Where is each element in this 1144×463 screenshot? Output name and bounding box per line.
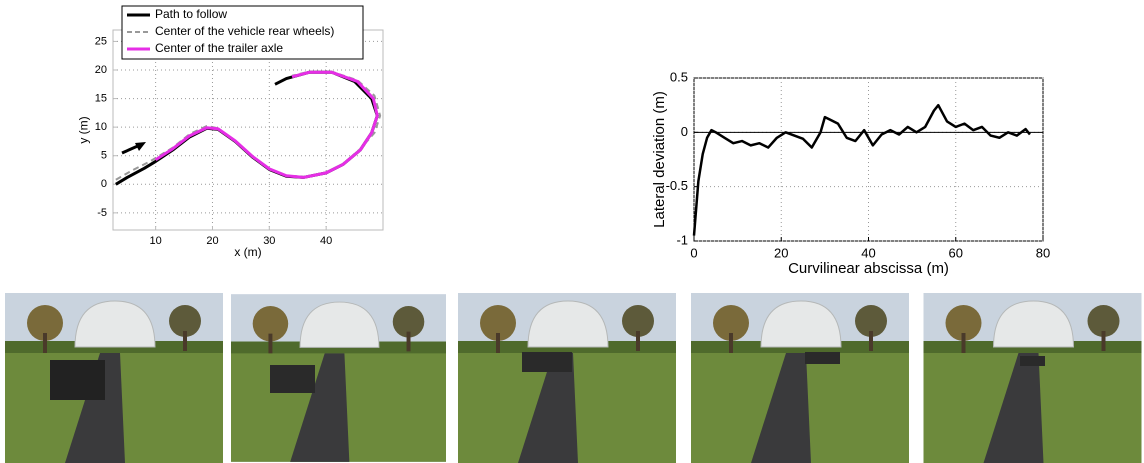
legend-label: Path to follow: [155, 7, 227, 21]
y-tick-label: 25: [95, 35, 107, 47]
legend-label: Center of the trailer axle: [155, 41, 283, 55]
x-tick-label: 40: [861, 245, 875, 260]
photo: [231, 294, 446, 462]
vehicle: [270, 365, 315, 393]
photo: [5, 293, 223, 463]
x-tick-label: 20: [774, 245, 788, 260]
y-tick-label: -1: [676, 232, 688, 247]
x-tick-label: 0: [690, 245, 697, 260]
y-tick-label: 10: [95, 121, 107, 133]
legend-label: Center of the vehicle rear wheels): [155, 24, 334, 38]
page: {"chart_data": [ {"type": "line", "xlabe…: [0, 0, 1144, 463]
photo: [691, 293, 909, 463]
vehicle: [522, 352, 572, 372]
vehicle: [1020, 356, 1045, 366]
figure: 10 20 30 40 -5 0 5 10 15 20 25 x (m) y (m) Path to fo…: [0, 0, 1144, 463]
x-axis-label: x (m): [234, 245, 261, 259]
y-tick-label: 0: [681, 124, 688, 139]
photo: [924, 293, 1142, 463]
x-tick-label: 30: [263, 235, 275, 247]
y-tick-label: -0.5: [666, 178, 688, 193]
x-tick-label: 10: [150, 235, 162, 247]
y-axis-label: Lateral deviation (m): [651, 91, 668, 228]
x-tick-label: 80: [1036, 245, 1050, 260]
y-tick-label: 20: [95, 64, 107, 76]
y-tick-label: 0: [101, 178, 107, 190]
x-tick-label: 20: [206, 235, 218, 247]
x-axis-label: Curvilinear abscissa (m): [788, 260, 949, 277]
y-axis-label: y (m): [77, 116, 91, 143]
y-tick-label: 15: [95, 92, 107, 104]
y-tick-label: -5: [97, 207, 107, 219]
photo: [458, 293, 676, 463]
plot-area: [113, 30, 383, 230]
y-tick-label: 5: [101, 150, 107, 162]
y-tick-label: 0.5: [670, 69, 688, 84]
photos: [5, 293, 1142, 463]
legend: Path to follow Center of the vehicle rear…: [122, 6, 363, 59]
x-tick-label: 40: [320, 235, 332, 247]
x-tick-label: 60: [949, 245, 963, 260]
vehicle: [805, 352, 840, 364]
vehicle: [50, 360, 105, 400]
